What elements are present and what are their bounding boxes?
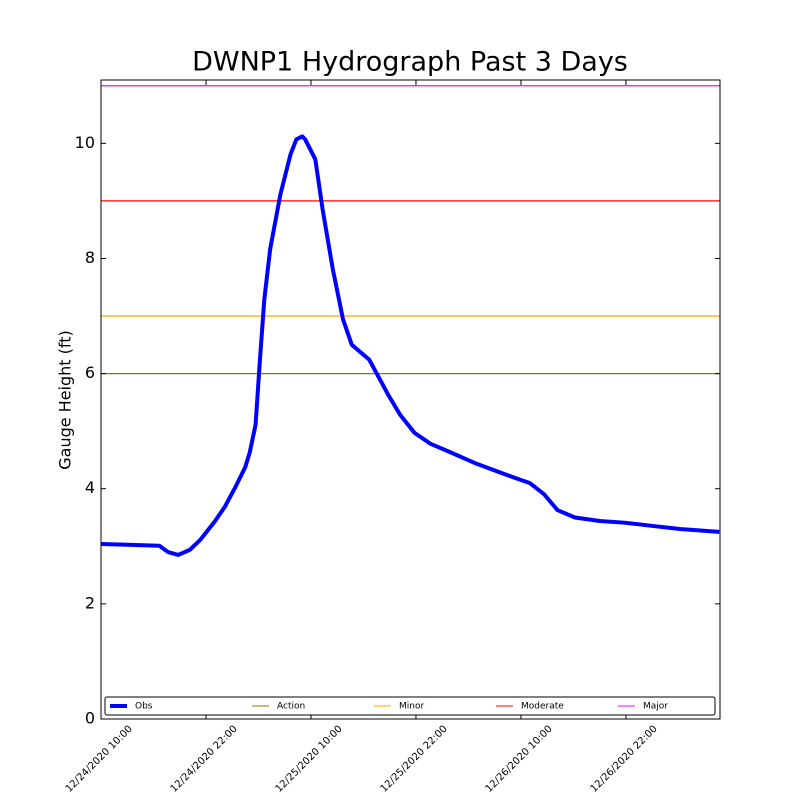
x-tick-label: 12/25/2020 22:00 xyxy=(379,724,450,795)
legend-label: Moderate xyxy=(521,702,564,712)
y-tick-label: 10 xyxy=(75,133,95,152)
legend-label: Action xyxy=(277,702,305,712)
y-tick-label: 0 xyxy=(85,709,95,728)
series-line xyxy=(100,134,720,557)
x-tick-label: 12/26/2020 10:00 xyxy=(484,724,555,795)
x-tick-label: 12/24/2020 22:00 xyxy=(169,724,240,795)
x-tick-label: 12/24/2020 10:00 xyxy=(64,724,135,795)
y-tick-label: 2 xyxy=(85,593,95,612)
x-tick-label: 12/25/2020 10:00 xyxy=(274,724,345,795)
chart-title: DWNP1 Hydrograph Past 3 Days xyxy=(192,47,628,78)
y-tick-label: 8 xyxy=(85,248,95,267)
legend: Obs Action Minor Moderate Major xyxy=(104,696,716,716)
legend-label: Minor xyxy=(399,702,424,712)
legend-label: Obs xyxy=(135,702,153,712)
y-axis-label: Gauge Height (ft) xyxy=(56,330,75,470)
legend-box xyxy=(104,696,716,716)
y-tick-label: 4 xyxy=(85,478,95,497)
x-tick-label: 12/26/2020 22:00 xyxy=(589,724,660,795)
plot-frame xyxy=(100,79,721,720)
y-tick-label: 6 xyxy=(85,363,95,382)
legend-label: Major xyxy=(643,702,668,712)
